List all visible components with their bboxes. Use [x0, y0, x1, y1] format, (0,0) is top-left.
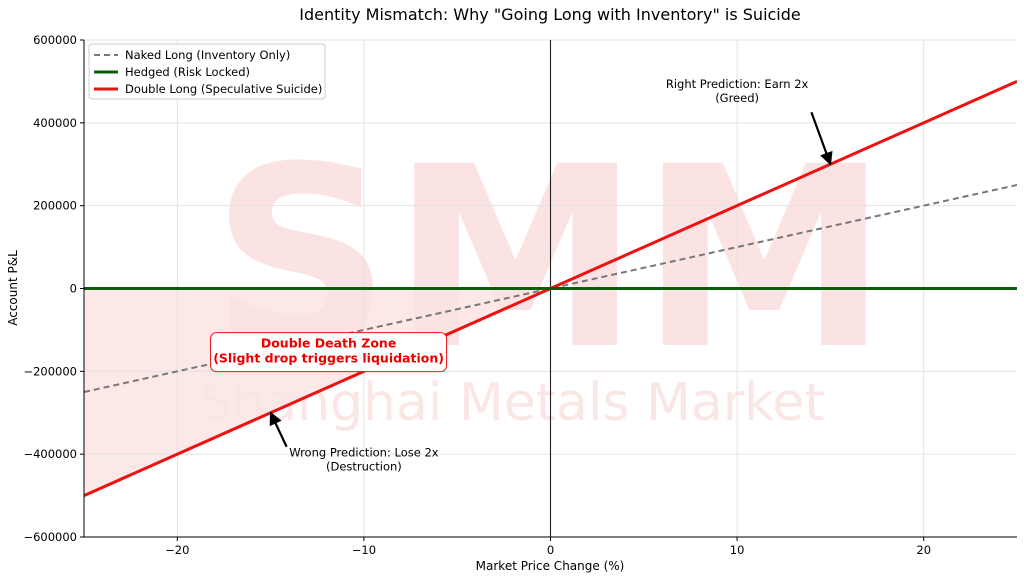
chart-title: Identity Mismatch: Why "Going Long with …: [299, 5, 801, 24]
legend: Naked Long (Inventory Only) Hedged (Risk …: [88, 43, 326, 100]
y-axis-label: Account P&L: [6, 250, 20, 326]
zone-label-line: Double Death Zone: [261, 336, 396, 351]
annotation-arrow-right: [810, 111, 833, 166]
x-tick-label: 10: [730, 543, 745, 557]
ticks: −20 −10 0 10 20 −600000 −400000 −200000 0 200000 4…: [23, 33, 931, 557]
annotation-text-right: (Greed): [715, 91, 759, 105]
zone-label-line: (Slight drop triggers liquidation): [213, 351, 444, 366]
y-tick-label: 200000: [33, 199, 77, 213]
y-tick-label: −200000: [23, 364, 77, 378]
legend-label: Naked Long (Inventory Only): [125, 48, 290, 62]
watermark: SMM Shanghai Metals Market: [199, 113, 889, 433]
y-tick-label: 600000: [33, 33, 77, 47]
x-axis-label: Market Price Change (%): [476, 559, 625, 573]
x-tick-label: −20: [165, 543, 189, 557]
legend-label: Hedged (Risk Locked): [125, 65, 250, 79]
y-tick-label: −400000: [23, 447, 77, 461]
watermark-text: Shanghai Metals Market: [199, 373, 825, 433]
x-tick-label: 0: [547, 543, 554, 557]
x-tick-label: 20: [916, 543, 931, 557]
legend-label: Double Long (Speculative Suicide): [125, 82, 322, 96]
annotations: Right Prediction: Earn 2x(Greed) Wrong Pr…: [210, 77, 833, 474]
annotation-text-wrong: (Destruction): [326, 460, 402, 474]
y-tick-label: 400000: [33, 116, 77, 130]
legend-box: [88, 43, 326, 100]
zone-label-box: [210, 332, 448, 373]
x-tick-label: −10: [352, 543, 376, 557]
y-tick-label: −600000: [23, 530, 77, 544]
annotation-text-wrong: Wrong Prediction: Lose 2x: [289, 446, 439, 460]
y-tick-label: 0: [70, 282, 77, 296]
annotation-arrow-wrong: [269, 411, 288, 448]
series-layer: [84, 80, 1017, 497]
annotation-text-right: Right Prediction: Earn 2x: [666, 77, 809, 91]
